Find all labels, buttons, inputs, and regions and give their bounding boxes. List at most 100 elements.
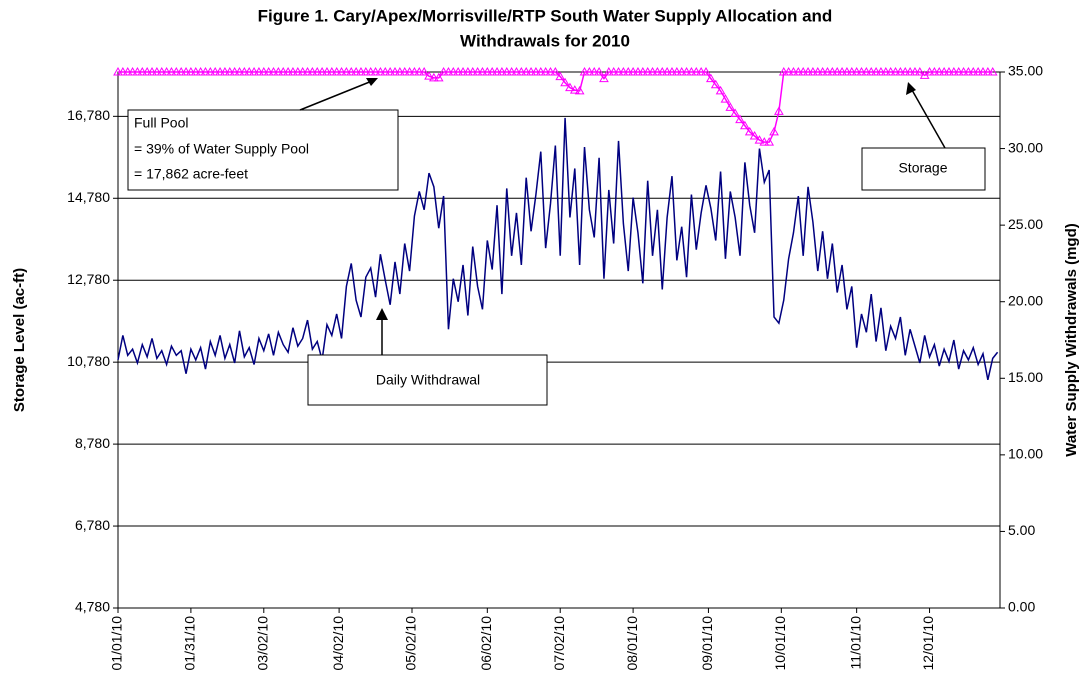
data-marker — [224, 66, 235, 76]
data-marker — [827, 66, 838, 76]
data-marker — [584, 66, 595, 76]
data-marker — [895, 66, 906, 76]
data-marker — [404, 66, 415, 76]
data-marker — [190, 66, 201, 76]
x-tick-label: 01/31/10 — [182, 616, 198, 671]
arrow — [911, 89, 946, 149]
y2-tick-label: 10.00 — [1008, 446, 1043, 462]
data-marker — [866, 66, 877, 76]
y2-tick-label: 20.00 — [1008, 292, 1043, 308]
data-marker — [890, 66, 901, 76]
data-line — [118, 71, 993, 143]
annotation-text: Daily Withdrawal — [376, 372, 480, 388]
annotations: Full Pool = 39% of Water Supply Pool = 1… — [127, 78, 986, 406]
y-tick-label: 4,780 — [75, 599, 110, 615]
data-marker — [137, 66, 148, 76]
data-marker — [132, 66, 143, 76]
data-marker — [356, 66, 366, 76]
data-marker — [749, 130, 760, 140]
data-marker — [166, 66, 177, 76]
x-tick-label: 11/01/10 — [847, 616, 863, 670]
y2-tick-label: 15.00 — [1008, 369, 1043, 385]
data-marker — [842, 66, 852, 76]
data-marker — [701, 66, 711, 76]
data-marker — [424, 71, 434, 80]
data-marker — [905, 66, 915, 76]
data-marker — [171, 66, 182, 76]
data-marker — [186, 66, 196, 76]
data-marker — [652, 66, 663, 76]
annotation-box — [127, 109, 399, 191]
data-marker — [472, 66, 483, 76]
data-marker — [453, 66, 464, 76]
data-marker — [968, 66, 979, 76]
data-marker — [200, 66, 211, 76]
data-marker — [817, 66, 828, 76]
annotation-text: Storage — [898, 160, 947, 176]
arrow-head — [906, 82, 916, 95]
x-tick-label: 06/02/10 — [478, 616, 494, 671]
data-marker — [181, 66, 191, 76]
data-marker — [492, 66, 502, 76]
data-marker — [764, 137, 775, 146]
data-marker — [774, 106, 784, 115]
data-marker — [599, 73, 609, 83]
data-marker — [419, 66, 430, 76]
data-marker — [249, 66, 259, 76]
y-tick-label: 8,780 — [75, 435, 110, 451]
data-marker — [497, 66, 507, 76]
annotation-text: Full Pool — [134, 115, 188, 131]
annotation-box — [307, 354, 548, 406]
data-marker — [642, 66, 653, 76]
data-marker — [851, 66, 862, 76]
y2-tick-label: 35.00 — [1008, 63, 1043, 79]
data-marker — [341, 66, 352, 76]
data-marker — [647, 66, 658, 76]
data-marker — [822, 66, 833, 76]
data-marker — [375, 66, 386, 76]
data-marker — [783, 66, 794, 76]
y-tick-label: 12,780 — [67, 271, 110, 287]
arrow-head — [366, 78, 378, 86]
data-marker — [978, 66, 988, 76]
data-marker — [336, 66, 347, 76]
data-marker — [429, 72, 439, 82]
data-marker — [555, 71, 566, 81]
plot-area: 4,780 6,780 8,780 10,780 12,780 14,780 16,780 0… — [67, 63, 1043, 671]
data-line — [117, 117, 999, 380]
data-marker — [390, 66, 400, 76]
chart-subtitle: Withdrawals for 2010 — [460, 31, 630, 50]
data-marker — [244, 66, 255, 76]
data-marker — [312, 66, 323, 76]
data-marker — [258, 66, 269, 76]
data-marker — [958, 66, 969, 76]
data-marker — [880, 66, 891, 76]
data-marker — [254, 66, 264, 76]
data-marker — [628, 66, 638, 76]
data-marker — [740, 120, 750, 130]
data-marker — [147, 66, 157, 76]
data-marker — [322, 66, 332, 76]
data-marker — [433, 72, 444, 82]
data-marker — [778, 66, 789, 76]
data-marker — [900, 66, 911, 76]
data-marker — [215, 66, 225, 76]
data-marker — [351, 66, 361, 76]
y-tick-label: 10,780 — [67, 353, 110, 369]
data-marker — [720, 94, 731, 103]
data-marker — [516, 66, 527, 76]
data-marker — [161, 66, 172, 76]
data-marker — [803, 66, 813, 76]
data-marker — [808, 66, 818, 76]
arrow — [299, 80, 373, 111]
data-marker — [117, 66, 128, 76]
data-marker — [297, 66, 308, 76]
data-marker — [608, 66, 619, 76]
x-tick-label: 03/02/10 — [254, 616, 270, 671]
data-marker — [691, 66, 702, 76]
data-marker — [156, 66, 167, 76]
plot-border — [117, 71, 1001, 609]
x-tick-label: 04/02/10 — [330, 616, 346, 671]
data-marker — [283, 66, 293, 76]
